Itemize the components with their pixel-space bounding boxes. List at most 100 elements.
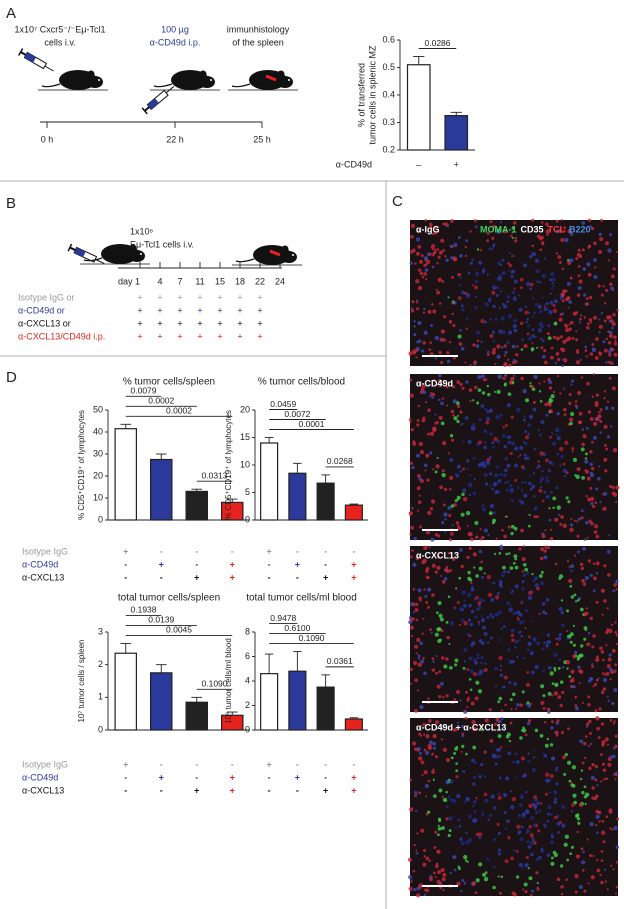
micrograph-speckle bbox=[467, 618, 471, 622]
micrograph-speckle bbox=[456, 495, 461, 500]
micrograph-speckle bbox=[509, 451, 513, 456]
bar bbox=[260, 673, 279, 731]
micrograph-speckle bbox=[491, 350, 496, 355]
micrograph-speckle bbox=[524, 310, 529, 315]
micrograph-speckle bbox=[561, 623, 565, 627]
micrograph-speckle bbox=[613, 352, 618, 357]
micrograph-speckle bbox=[497, 734, 502, 739]
micrograph-speckle bbox=[507, 751, 512, 756]
micrograph-speckle bbox=[499, 289, 503, 293]
micrograph-speckle bbox=[501, 330, 506, 335]
dose-sign: + bbox=[217, 331, 222, 341]
micrograph-speckle bbox=[526, 721, 531, 726]
micrograph-speckle bbox=[503, 344, 507, 348]
micrograph-speckle bbox=[486, 353, 490, 357]
micrograph-speckle bbox=[491, 330, 496, 334]
micrograph-speckle bbox=[447, 551, 451, 555]
micrograph-speckle bbox=[426, 478, 430, 482]
micrograph-speckle bbox=[606, 400, 610, 403]
micrograph-speckle bbox=[469, 669, 474, 674]
micrograph-speckle bbox=[572, 680, 575, 683]
micrograph-speckle bbox=[535, 576, 538, 580]
micrograph-speckle bbox=[579, 669, 584, 674]
micrograph-speckle bbox=[568, 675, 572, 678]
micrograph-speckle bbox=[518, 639, 521, 642]
micrograph-speckle bbox=[553, 321, 558, 326]
micrograph-speckle bbox=[563, 474, 567, 478]
micrograph-speckle bbox=[479, 763, 484, 767]
micrograph-speckle bbox=[591, 645, 595, 649]
micrograph-speckle bbox=[551, 720, 554, 724]
dose-sign: + bbox=[217, 292, 222, 302]
micrograph-speckle bbox=[553, 852, 559, 858]
stain-legend: TCL bbox=[548, 224, 566, 234]
micrograph-speckle bbox=[514, 236, 518, 240]
micrograph-speckle bbox=[442, 503, 446, 507]
micrograph-speckle bbox=[615, 774, 618, 777]
micrograph-speckle bbox=[609, 233, 612, 237]
micrograph-speckle bbox=[519, 736, 523, 740]
micrograph-speckle bbox=[540, 684, 545, 689]
micrograph-speckle bbox=[449, 871, 452, 875]
micrograph-speckle bbox=[612, 868, 615, 871]
micrograph-speckle bbox=[460, 841, 465, 846]
micrograph-speckle bbox=[436, 261, 439, 265]
micrograph-speckle bbox=[595, 600, 599, 604]
micrograph-label: α-CD49d + α-CXCL13 bbox=[416, 722, 506, 732]
micrograph-speckle bbox=[616, 250, 619, 254]
micrograph-speckle bbox=[511, 638, 515, 643]
micrograph-speckle bbox=[411, 549, 414, 552]
micrograph-speckle bbox=[465, 510, 471, 516]
y-tick-label: 0.4 bbox=[382, 89, 395, 99]
micrograph-speckle bbox=[503, 625, 506, 628]
micrograph-speckle bbox=[434, 413, 437, 416]
micrograph-speckle bbox=[495, 415, 500, 420]
bar bbox=[221, 714, 244, 731]
micrograph-speckle bbox=[416, 230, 420, 234]
micrograph-speckle bbox=[438, 695, 442, 699]
micrograph-speckle bbox=[532, 472, 536, 475]
micrograph-speckle bbox=[432, 871, 436, 875]
micrograph-speckle bbox=[459, 328, 462, 332]
micrograph-speckle bbox=[463, 800, 466, 804]
micrograph-speckle bbox=[498, 852, 502, 856]
micrograph-speckle bbox=[595, 794, 599, 799]
micrograph-speckle bbox=[584, 756, 587, 760]
bar bbox=[344, 718, 363, 731]
condition-sign: - bbox=[160, 572, 163, 582]
micrograph-speckle bbox=[569, 584, 573, 588]
micrograph-speckle bbox=[494, 762, 498, 766]
micrograph-speckle bbox=[583, 889, 587, 893]
micrograph-speckle bbox=[432, 778, 435, 781]
micrograph-speckle bbox=[519, 703, 523, 707]
micrograph-speckle bbox=[473, 477, 476, 481]
micrograph-speckle bbox=[561, 823, 566, 828]
micrograph-speckle bbox=[432, 468, 435, 471]
micrograph-speckle bbox=[545, 458, 549, 463]
micrograph-speckle bbox=[428, 348, 432, 352]
micrograph-speckle bbox=[506, 403, 511, 408]
micrograph-speckle bbox=[534, 583, 539, 588]
micrograph-speckle bbox=[451, 524, 454, 527]
micrograph-speckle bbox=[594, 501, 598, 504]
micrograph-speckle bbox=[608, 809, 613, 814]
category-axis-label: α-CD49d bbox=[336, 159, 372, 169]
micrograph-speckle bbox=[481, 812, 485, 816]
micrograph-speckle bbox=[486, 239, 490, 242]
micrograph-speckle bbox=[419, 734, 423, 737]
micrograph-speckle bbox=[429, 431, 435, 436]
micrograph-speckle bbox=[484, 798, 489, 803]
micrograph-speckle bbox=[503, 793, 506, 797]
micrograph-speckle bbox=[595, 809, 600, 814]
micrograph-speckle bbox=[541, 499, 545, 503]
micrograph-speckle bbox=[615, 579, 619, 584]
micrograph-speckle bbox=[615, 588, 618, 591]
micrograph-speckle bbox=[615, 642, 619, 646]
micrograph-speckle bbox=[605, 815, 609, 819]
micrograph-speckle bbox=[550, 346, 554, 350]
micrograph-speckle bbox=[506, 294, 511, 299]
micrograph-speckle bbox=[544, 743, 549, 748]
bar bbox=[150, 458, 173, 521]
micrograph-speckle bbox=[472, 491, 477, 495]
micrograph-speckle bbox=[542, 753, 546, 756]
